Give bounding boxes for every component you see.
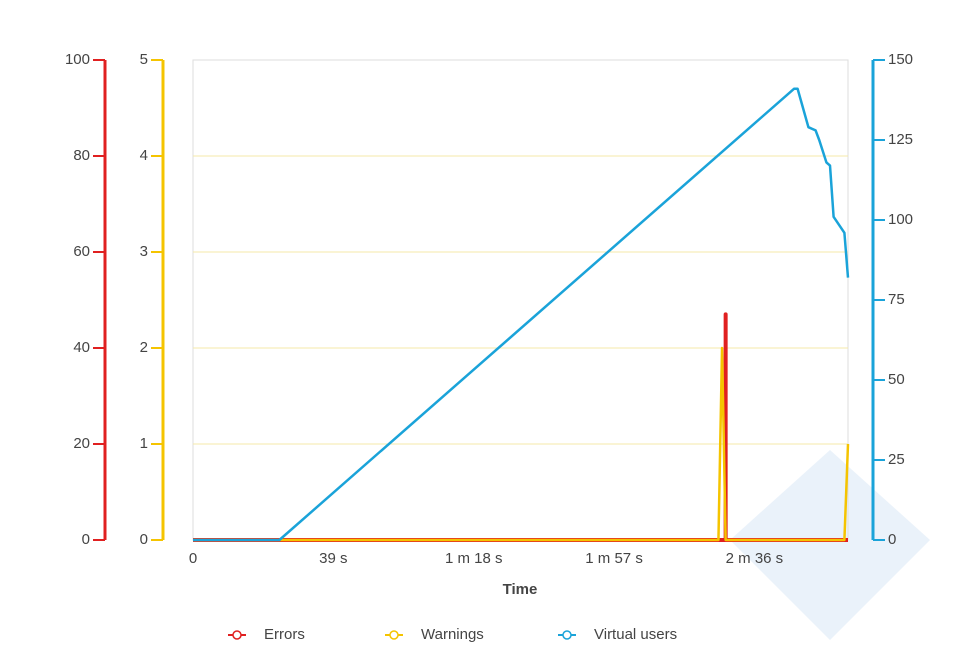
y-tick-label: 100 <box>888 211 913 228</box>
x-axis-title: Time <box>503 581 538 598</box>
legend-icon-marker <box>562 630 572 640</box>
y-tick-label: 3 <box>140 243 148 260</box>
y-tick-label: 40 <box>73 339 90 356</box>
y-tick-label: 80 <box>73 147 90 164</box>
y-tick-label: 0 <box>888 531 896 548</box>
y-tick-label: 0 <box>140 531 148 548</box>
x-tick-label: 39 s <box>319 550 347 567</box>
legend-label: Warnings <box>421 626 484 643</box>
x-tick-label: 2 m 36 s <box>726 550 784 567</box>
x-tick-label: 1 m 57 s <box>585 550 643 567</box>
y-tick-label: 75 <box>888 291 905 308</box>
legend-label: Virtual users <box>594 626 677 643</box>
watermark <box>730 450 930 640</box>
y-tick-label: 5 <box>140 51 148 68</box>
y-tick-label: 50 <box>888 371 905 388</box>
plot-area <box>192 59 849 541</box>
y-tick-label: 125 <box>888 131 913 148</box>
y-tick-label: 4 <box>140 147 148 164</box>
legend-icon-marker <box>232 630 242 640</box>
y-tick-label: 2 <box>140 339 148 356</box>
series-line <box>193 346 850 542</box>
y-tick-label: 60 <box>73 243 90 260</box>
y-tick-label: 1 <box>140 435 148 452</box>
y-tick-label: 20 <box>73 435 90 452</box>
y-tick-label: 25 <box>888 451 905 468</box>
series-line <box>193 87 850 542</box>
y-tick-label: 0 <box>82 531 90 548</box>
x-tick-label: 0 <box>189 550 197 567</box>
legend-label: Errors <box>264 626 305 643</box>
y-tick-label: 100 <box>65 51 90 68</box>
y-tick-label: 150 <box>888 51 913 68</box>
legend-icon-marker <box>389 630 399 640</box>
x-tick-label: 1 m 18 s <box>445 550 503 567</box>
